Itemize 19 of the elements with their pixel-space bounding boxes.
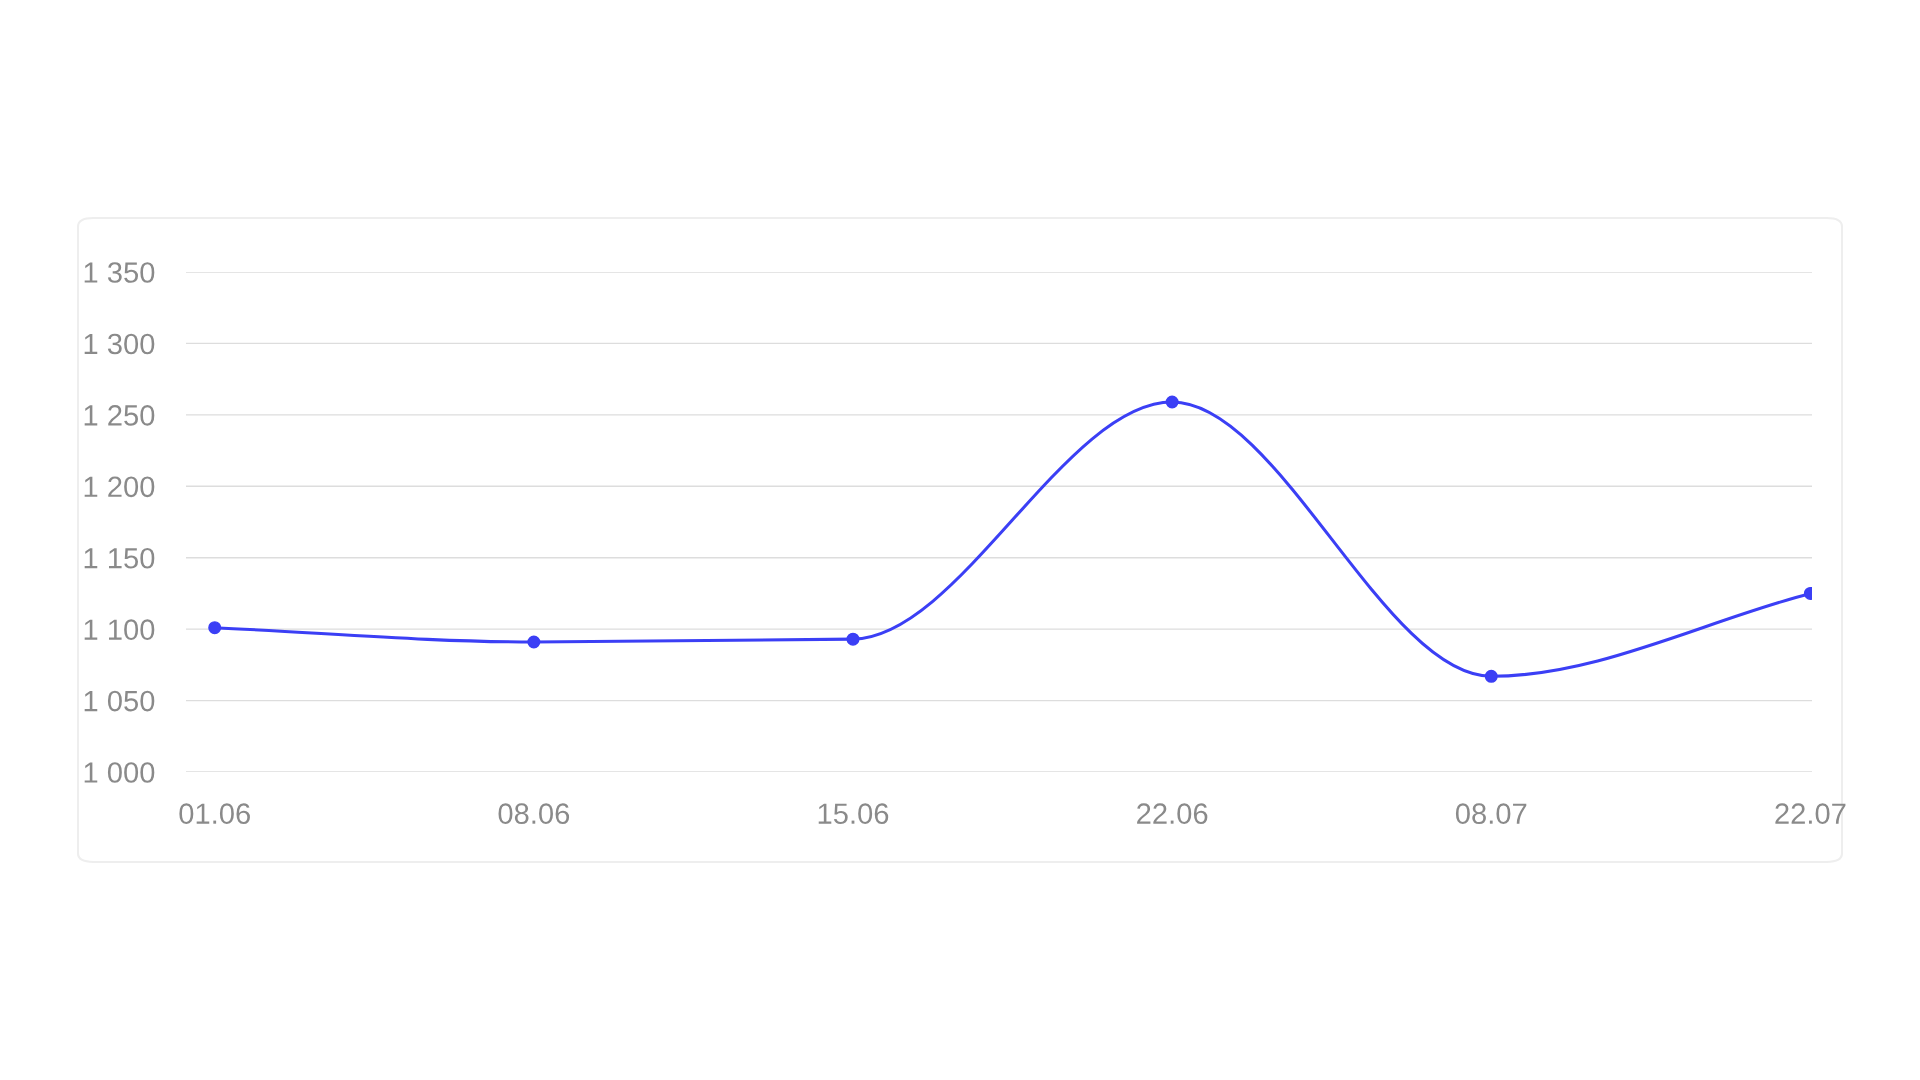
y-tick-label: 1 200 [84, 476, 155, 498]
point [846, 632, 860, 646]
x-tick-label: 08.06 [498, 803, 570, 824]
x-tick-label: 22.07 [1775, 803, 1846, 824]
y-tick-label: 1 050 [84, 690, 155, 712]
y-tick-label: 1 000 [84, 762, 155, 783]
y-tick-label: 1 100 [84, 619, 155, 640]
point [1484, 669, 1498, 683]
x-tick-label: 01.06 [179, 803, 250, 824]
x-tick-label: 08.07 [1455, 803, 1527, 824]
point [527, 635, 541, 649]
x-tick-label: 15.06 [818, 803, 889, 824]
y-tick-label: 1 150 [84, 547, 155, 569]
point [1165, 395, 1179, 409]
x-tick-label: 22.06 [1137, 803, 1208, 824]
y-tick-label: 1 350 [84, 262, 155, 283]
y-tick-label: 1 300 [84, 333, 155, 355]
y-tick-label: 1 250 [84, 405, 155, 426]
point [208, 621, 222, 635]
